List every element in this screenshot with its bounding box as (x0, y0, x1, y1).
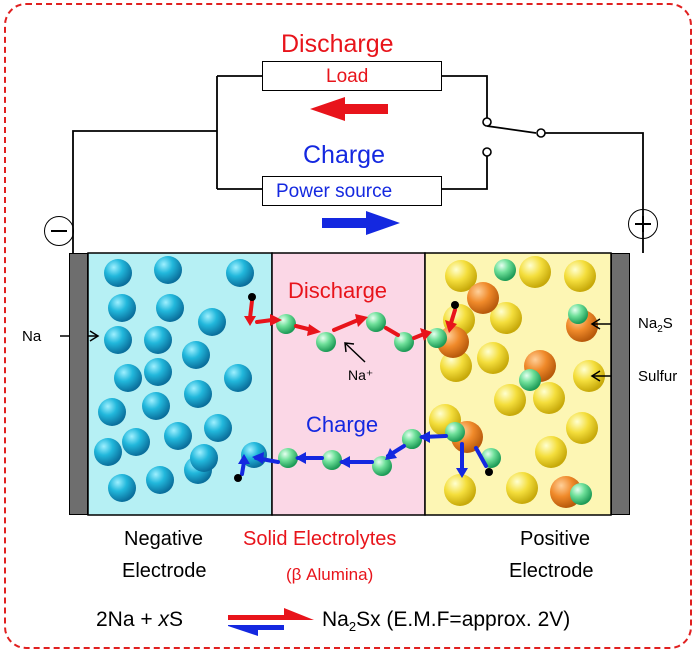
equation-right-a: Na (322, 608, 349, 631)
sulfur-label: Sulfur (638, 368, 678, 385)
equation-left-b: S (168, 608, 183, 631)
equilibrium-arrows (228, 608, 314, 636)
na2s-subscript: 2 (657, 324, 663, 335)
charge-title: Charge (303, 141, 385, 169)
na-ion-label: Na⁺ (348, 367, 374, 383)
equation-right-subscript: 2 (348, 619, 357, 635)
na2s-suffix: S (662, 315, 673, 332)
beta-alumina-label: (β Alumina) (286, 565, 374, 584)
switch-icon (482, 117, 546, 157)
positive-electrode-label-line1: Positive (520, 528, 591, 550)
charge-ion-path (234, 429, 493, 482)
positive-electrode-label-line2: Electrode (509, 560, 594, 582)
load-label: Load (326, 66, 369, 87)
negative-electrode-label-line2: Electrode (122, 560, 207, 582)
charge-arrow-right (322, 211, 400, 235)
na2s-prefix: Na (638, 315, 658, 332)
na2s-particles (402, 259, 598, 508)
dashed-frame (4, 3, 692, 649)
equation-left: 2Na + xS (96, 609, 183, 630)
equation-right: Na2Sx (E.M.F=approx. 2V) (322, 609, 570, 633)
equation-left-x: x (158, 608, 169, 631)
electrolyte-region (271, 252, 426, 516)
discharge-arrow-left (310, 97, 388, 121)
positive-current-collector (611, 253, 630, 515)
discharge-ion-path (244, 293, 459, 352)
solid-electrolytes-label: Solid Electrolytes (243, 528, 397, 550)
plus-sign-icon (628, 209, 658, 239)
negative-current-collector (69, 253, 88, 515)
load-box (262, 61, 442, 91)
discharge-title: Discharge (281, 30, 394, 58)
discharge-label: Discharge (288, 278, 388, 303)
equation-left-a: 2Na + (96, 608, 159, 631)
negative-electrode-label-line1: Negative (124, 528, 203, 550)
power-source-label: Power source (276, 181, 393, 202)
sulfur-particles (429, 256, 605, 506)
na-label: Na (22, 328, 42, 345)
power-source-box (262, 176, 442, 206)
circuit-wires (72, 75, 644, 253)
na2s-label: Na2S (638, 316, 673, 335)
equation-right-b: Sx (E.M.F=approx. 2V) (356, 608, 571, 631)
minus-sign-icon (44, 216, 74, 246)
sodium-particles (94, 256, 267, 502)
charge-label: Charge (306, 412, 379, 437)
